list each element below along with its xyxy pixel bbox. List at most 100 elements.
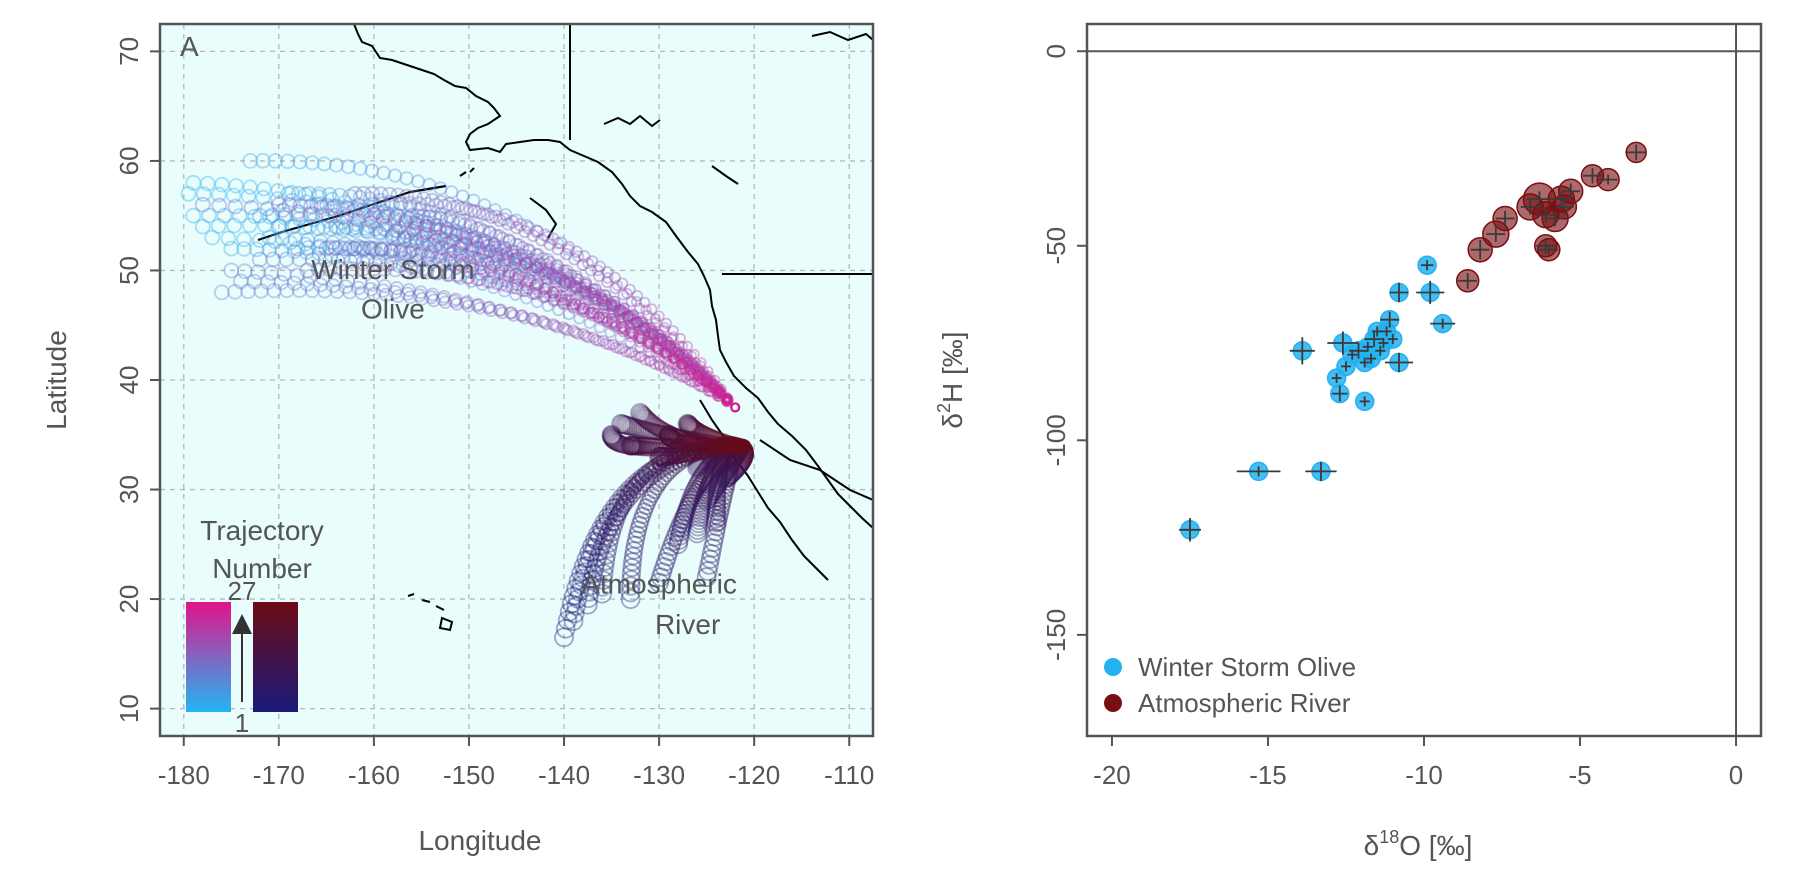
trajectory-point	[415, 214, 430, 229]
trajectory-point	[637, 410, 657, 430]
trajectory-point	[413, 245, 429, 261]
trajectory-point	[607, 338, 619, 351]
trajectory-point	[636, 315, 648, 327]
trajectory-point	[526, 263, 539, 276]
trajectory-point	[675, 507, 694, 526]
trajectory-point	[583, 564, 603, 584]
trajectory-point	[653, 359, 665, 371]
trajectory-point	[673, 514, 693, 534]
trajectory-point	[523, 274, 537, 288]
trajectory-point	[477, 233, 492, 247]
trajectory-point	[531, 247, 545, 261]
trajectory-point	[341, 242, 357, 257]
trajectory-point	[563, 276, 576, 290]
trajectory-point	[423, 255, 438, 270]
trajectory-point	[514, 309, 528, 323]
trajectory-point	[376, 283, 391, 298]
trajectory-point	[713, 386, 724, 397]
trajectory-point	[483, 261, 497, 275]
trajectory-point	[505, 214, 520, 229]
trajectory-point	[591, 519, 609, 537]
trajectory-point	[575, 303, 588, 316]
trajectory-point	[398, 263, 414, 278]
trajectory-point	[226, 217, 243, 234]
trajectory-point	[694, 491, 713, 510]
trajectory-point	[661, 425, 678, 442]
trajectory-point	[701, 443, 716, 457]
trajectory-point	[663, 336, 675, 348]
trajectory-point	[287, 231, 303, 248]
trajectory-point	[700, 439, 715, 453]
trajectory-point	[730, 402, 741, 413]
trajectory-point	[240, 283, 256, 300]
trajectory-point	[456, 189, 470, 203]
trajectory-point	[708, 439, 722, 453]
trajectory-point	[717, 436, 733, 452]
trajectory-point	[318, 240, 335, 257]
trajectory-point	[720, 442, 734, 457]
trajectory-point	[616, 415, 636, 435]
trajectory-point	[637, 322, 649, 334]
trajectory-point	[505, 281, 519, 295]
trajectory-point	[608, 433, 627, 452]
trajectory-point	[529, 287, 543, 301]
trajectory-point	[715, 389, 726, 400]
map-grid	[160, 24, 873, 736]
trajectory-point	[684, 433, 700, 449]
trajectory-point	[657, 335, 668, 347]
trajectory-point	[685, 436, 701, 452]
trajectory-point	[590, 542, 609, 562]
trajectory-point	[602, 315, 614, 328]
trajectory-point	[687, 433, 703, 449]
trajectory-point	[292, 197, 309, 214]
trajectory-point	[711, 464, 729, 482]
trajectory-point	[671, 518, 692, 538]
trajectory-point	[211, 197, 228, 214]
trajectory-point	[564, 268, 578, 282]
trajectory-point	[719, 440, 732, 454]
trajectory-point	[698, 479, 716, 497]
trajectory-point	[660, 346, 672, 358]
trajectory-point	[424, 244, 440, 260]
trajectory-point	[567, 301, 580, 314]
trajectory-point	[185, 174, 202, 191]
trajectory-point	[538, 290, 552, 303]
trajectory-point	[714, 392, 725, 403]
trajectory-point	[734, 443, 749, 458]
trajectory-point	[721, 395, 732, 406]
trajectory-point	[587, 331, 600, 344]
trajectory-point	[642, 334, 654, 346]
trajectory-point	[573, 568, 593, 588]
trajectory-point	[711, 443, 725, 457]
trajectory-point	[597, 335, 610, 347]
trajectory-point	[656, 333, 668, 345]
trajectory-point	[738, 439, 751, 452]
trajectory-point	[479, 253, 494, 268]
trajectory-point	[722, 395, 733, 406]
trajectory-point	[707, 485, 727, 505]
y-tick-label: 10	[114, 694, 144, 723]
trajectory-point	[346, 185, 363, 202]
trajectory-point	[727, 440, 740, 453]
trajectory-point	[715, 450, 730, 465]
trajectory-point	[518, 253, 531, 266]
trajectory-point	[641, 337, 654, 349]
trajectory-point	[739, 440, 752, 453]
trajectory-point	[557, 610, 578, 630]
trajectory-point	[709, 443, 723, 457]
trajectory-point	[692, 380, 704, 391]
trajectory-point	[735, 439, 749, 452]
trajectory-point	[679, 352, 691, 364]
trajectory-point	[679, 431, 696, 448]
trajectory-point	[643, 465, 659, 481]
trajectory-point	[305, 206, 321, 222]
trajectory-point	[593, 311, 606, 324]
trajectory-point	[312, 277, 328, 293]
trajectory-point	[724, 462, 743, 482]
trajectory-point	[600, 337, 612, 350]
trajectory-point	[672, 429, 689, 446]
trajectory-point	[327, 240, 344, 257]
trajectory-point	[736, 438, 749, 452]
trajectory-point	[497, 212, 512, 227]
trajectory-point	[622, 312, 634, 325]
